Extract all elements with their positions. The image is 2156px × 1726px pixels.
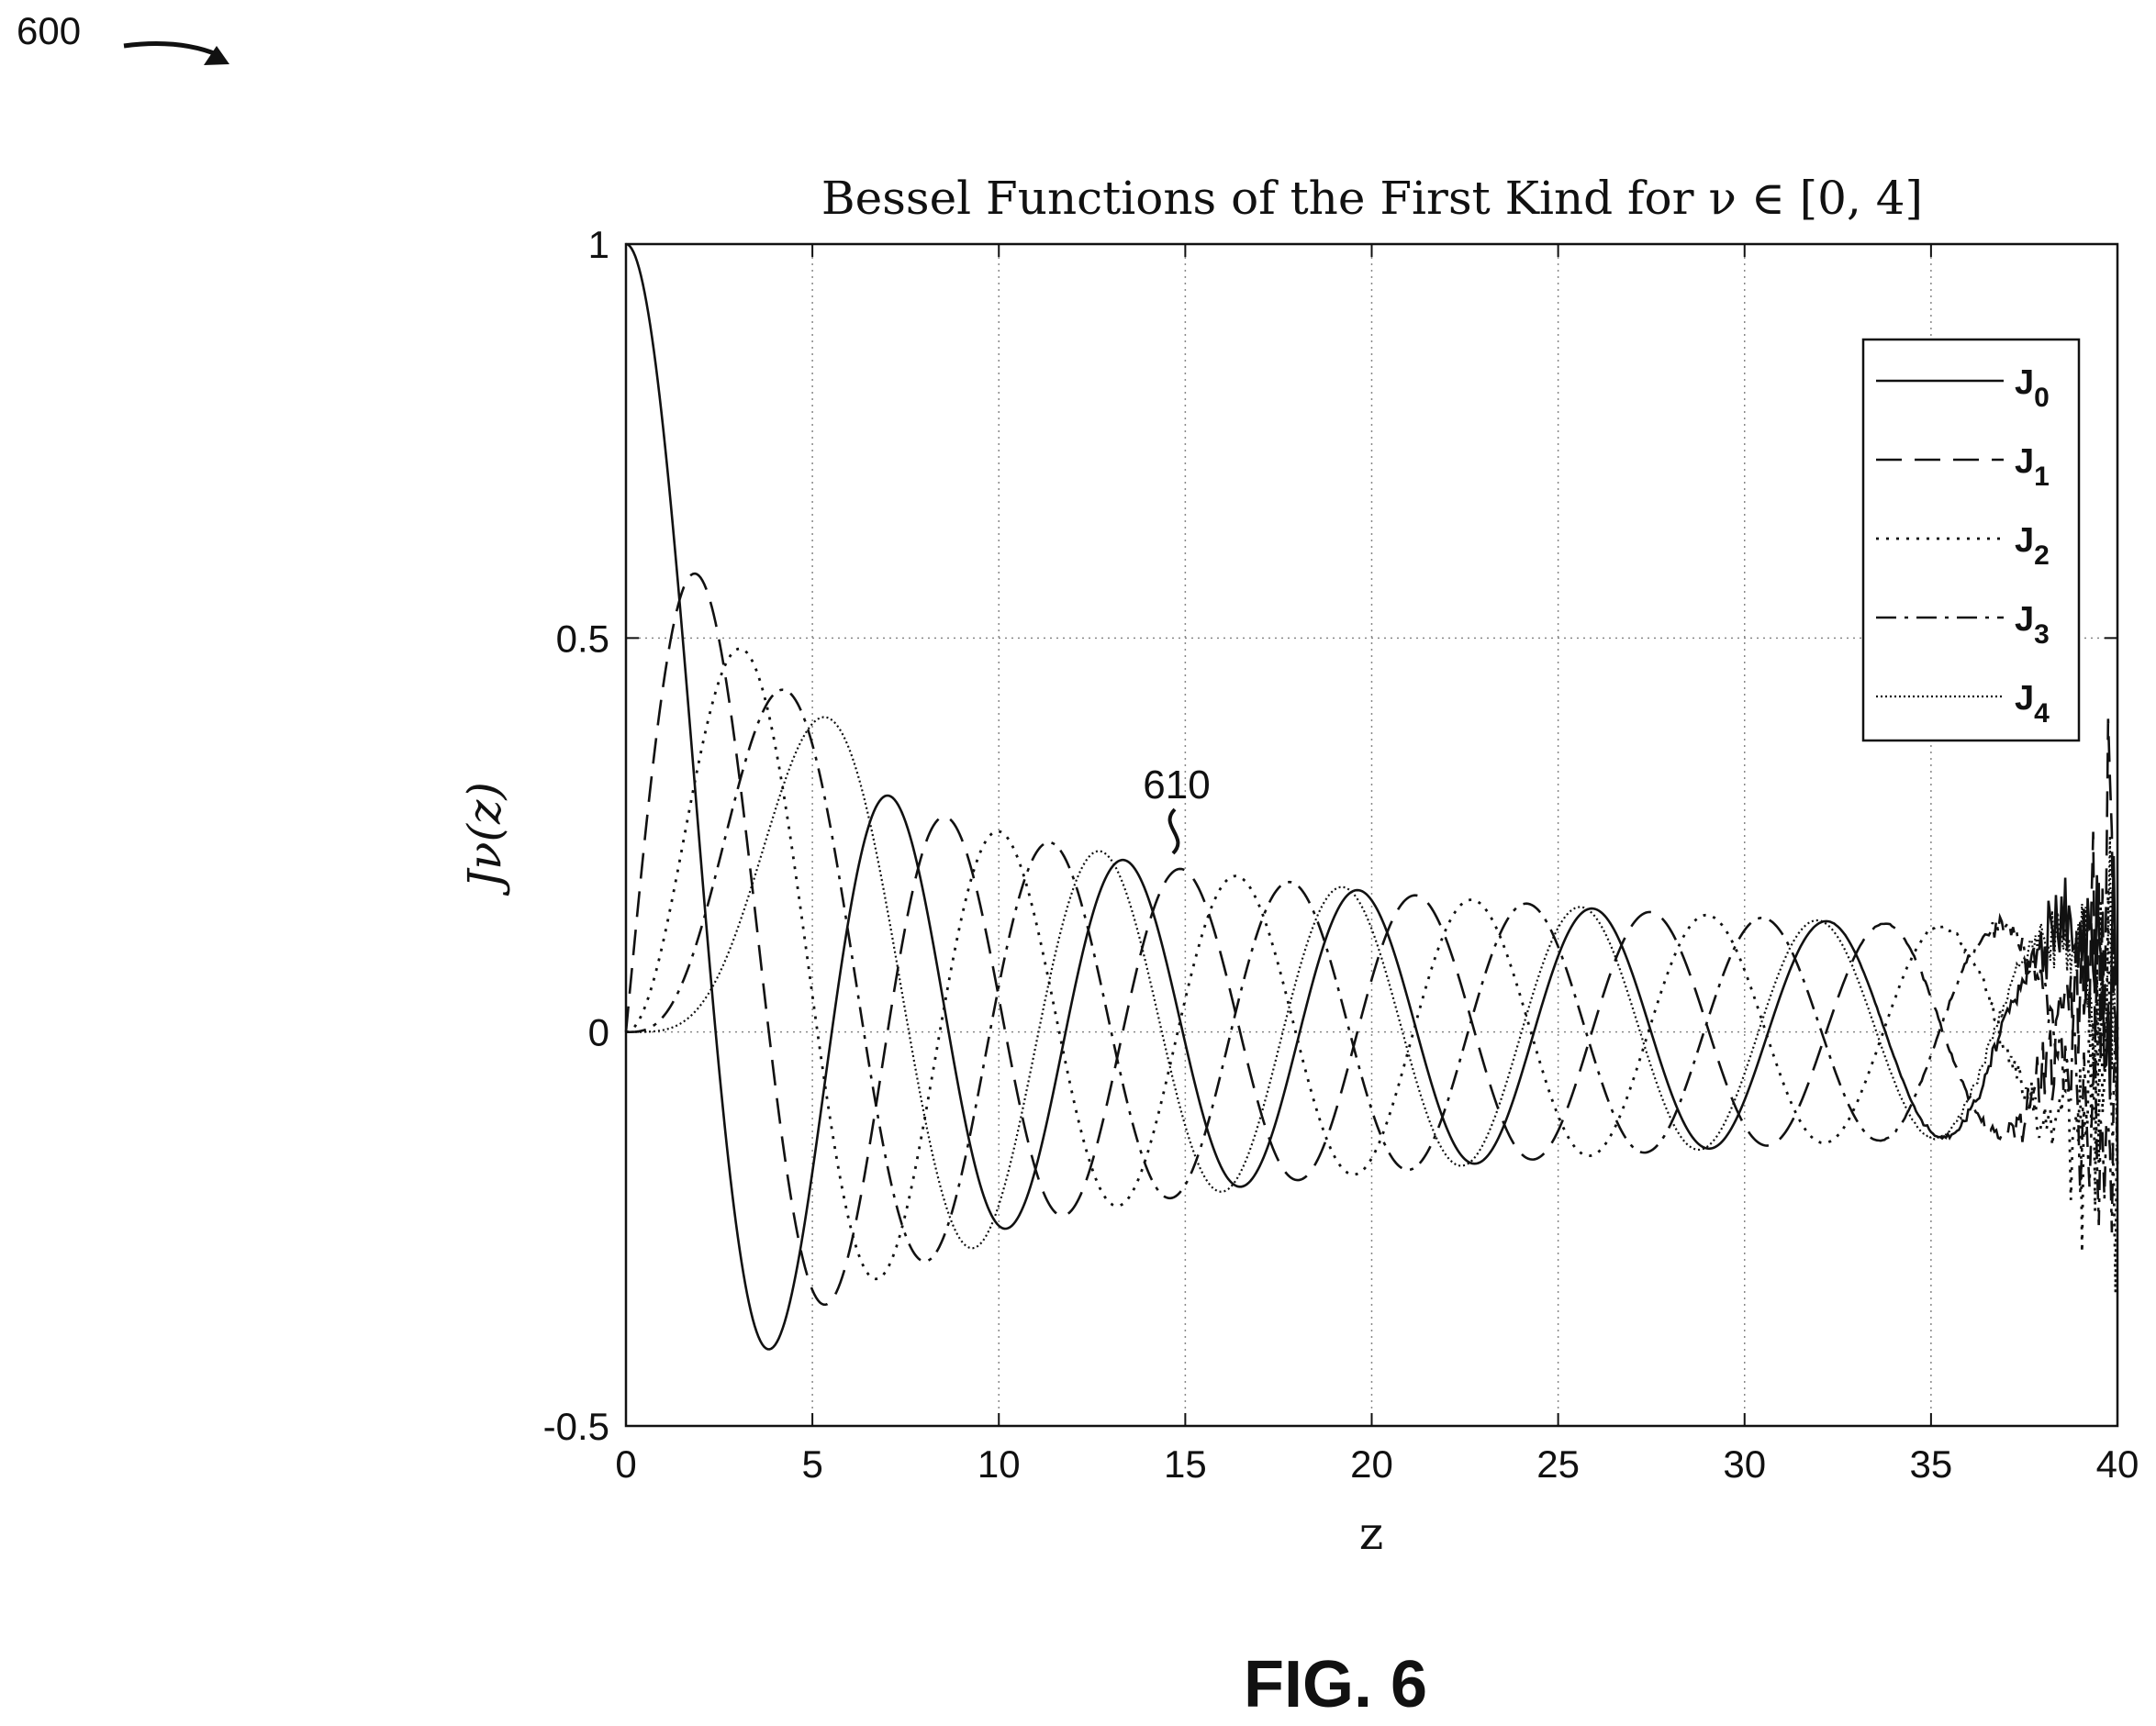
y-axis-label-text: Jν(z) xyxy=(458,782,511,896)
legend: J0 J1 J2 J3 J4 xyxy=(1861,338,2081,742)
y-tick-label: 0.5 xyxy=(556,617,609,660)
x-tick-label: 40 xyxy=(2096,1442,2139,1486)
x-tick-label: 35 xyxy=(1910,1442,1953,1486)
callout-leader xyxy=(1167,807,1180,855)
legend-entry-j3: J3 xyxy=(2015,600,2050,650)
ref-arrow xyxy=(123,41,229,65)
x-tick-label: 15 xyxy=(1164,1442,1207,1486)
callout-610: 610 xyxy=(1143,763,1211,855)
series-line-j0 xyxy=(625,242,2119,1351)
series-curves xyxy=(624,242,2119,1351)
series-line-j4 xyxy=(626,716,2119,1250)
legend-entry-j1: J1 xyxy=(2015,442,2050,492)
x-tick-label: 10 xyxy=(977,1442,1021,1486)
legend-entry-j2: J2 xyxy=(2015,521,2050,571)
x-tick-label: 30 xyxy=(1723,1442,1766,1486)
tick-labels: 0 5 10 15 20 25 30 35 40-0.500.51 xyxy=(543,223,2139,1486)
legend-entry-j4: J4 xyxy=(2015,679,2050,729)
x-axis-label: z xyxy=(1359,1507,1383,1560)
chart-title: Bessel Functions of the First Kind for ν… xyxy=(821,172,1923,225)
callout-label: 610 xyxy=(1143,763,1210,807)
x-tick-label: 20 xyxy=(1350,1442,1393,1486)
figure-ref-number: 600 xyxy=(17,9,82,52)
series-line-j3 xyxy=(625,688,2119,1263)
x-tick-label: 25 xyxy=(1536,1442,1580,1486)
axes xyxy=(624,242,2119,1428)
y-axis-label: Jν(z) xyxy=(458,782,511,896)
y-tick-label: 1 xyxy=(588,223,609,266)
legend-entry-j0: J0 xyxy=(2015,363,2050,413)
x-tick-label: 5 xyxy=(801,1442,822,1486)
series-line-j1 xyxy=(624,572,2119,1307)
y-tick-label: -0.5 xyxy=(543,1405,609,1448)
series-line-j2 xyxy=(625,647,2119,1294)
legend-box xyxy=(1861,338,2081,742)
x-tick-label: 0 xyxy=(615,1442,636,1486)
figure-caption: FIG. 6 xyxy=(1244,1648,1428,1721)
y-tick-label: 0 xyxy=(588,1011,609,1054)
